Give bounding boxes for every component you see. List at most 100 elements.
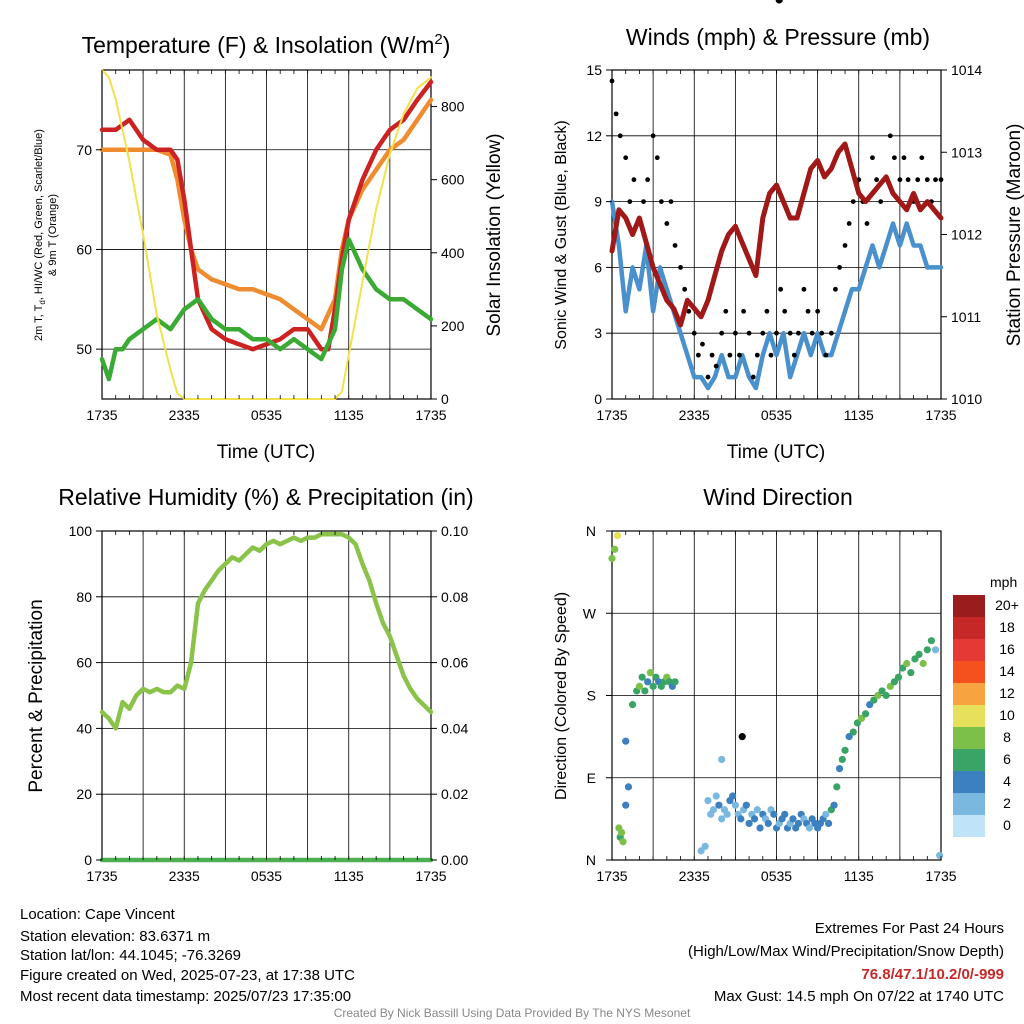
wdir-point bbox=[838, 755, 846, 764]
wdir-point bbox=[882, 691, 890, 700]
gust-point bbox=[924, 177, 930, 183]
legend-swatch bbox=[953, 595, 985, 617]
wdir-point bbox=[849, 728, 857, 736]
legend-label: 12 bbox=[999, 685, 1015, 701]
wdir-point bbox=[927, 637, 936, 645]
y2-tick-label: 800 bbox=[441, 99, 465, 115]
wdir-point bbox=[862, 710, 870, 718]
x-tick-label: 0535 bbox=[761, 868, 792, 884]
y-tick-label: 80 bbox=[76, 589, 92, 605]
gust-point bbox=[796, 330, 801, 336]
footer-location: Location: Cape Vincent bbox=[20, 906, 175, 923]
wdir-point bbox=[628, 701, 637, 709]
legend-swatch bbox=[953, 793, 985, 815]
wdir-point bbox=[886, 682, 894, 690]
gust-point bbox=[713, 363, 719, 369]
wdir-point bbox=[824, 819, 833, 828]
gust-point bbox=[705, 374, 711, 380]
wdir-point bbox=[718, 755, 726, 764]
gust-point bbox=[897, 177, 903, 183]
legend-label: 16 bbox=[999, 641, 1015, 657]
wdir-point bbox=[613, 531, 622, 540]
gust-point bbox=[741, 308, 746, 314]
gust-point bbox=[819, 330, 825, 336]
y-tick-label: 9 bbox=[594, 194, 602, 210]
temp-grid bbox=[102, 70, 431, 399]
y-tick-label: 20 bbox=[76, 786, 92, 802]
wdir-point bbox=[781, 810, 789, 818]
wdir-panel: Wind Direction 1735 2335 0535 1135 1735NESWN… bbox=[553, 0, 1019, 884]
gust-point bbox=[809, 330, 815, 336]
x-tick-label: 1735 bbox=[596, 407, 627, 423]
gust-point bbox=[874, 177, 879, 183]
wdir-point bbox=[775, 0, 783, 4]
gust-point bbox=[901, 155, 907, 161]
x-tick-label: 0535 bbox=[251, 868, 282, 884]
wdir-point bbox=[731, 801, 739, 809]
wind-xlabel: Time (UTC) bbox=[727, 442, 826, 463]
y-tick-label: 50 bbox=[76, 341, 92, 357]
wdir-point bbox=[649, 682, 657, 690]
y2-tick-label: 1014 bbox=[951, 62, 982, 78]
rh-title: Relative Humidity (%) & Precipitation (i… bbox=[58, 484, 473, 510]
legend-label: 2 bbox=[1003, 795, 1011, 811]
wdir-point bbox=[712, 792, 720, 800]
x-tick-label: 1735 bbox=[925, 868, 956, 884]
gust-point bbox=[623, 155, 629, 161]
wdir-point bbox=[833, 783, 841, 791]
gust-point bbox=[754, 352, 760, 358]
gust-point bbox=[695, 352, 701, 358]
wind-ylabel2: Station Pressure (Maroon) bbox=[1004, 124, 1024, 347]
legend-swatch bbox=[953, 683, 985, 705]
wdir-point bbox=[638, 673, 646, 681]
wdir-point bbox=[770, 810, 778, 818]
extremes-values: 76.8/47.1/10.2/0/-999 bbox=[861, 966, 1004, 983]
y-tick-label: W bbox=[583, 605, 597, 621]
wdir-point bbox=[646, 669, 654, 677]
y-tick-label: 70 bbox=[76, 142, 92, 158]
x-tick-label: 1735 bbox=[86, 868, 117, 884]
wdir-point bbox=[697, 847, 705, 855]
gust-point bbox=[737, 352, 742, 358]
wdir-point bbox=[622, 801, 630, 809]
wdir-point bbox=[704, 796, 712, 805]
gust-point bbox=[691, 330, 697, 336]
wind-line bbox=[609, 199, 944, 391]
gust-point bbox=[764, 308, 770, 314]
wdir-point bbox=[750, 815, 759, 823]
wdir-point bbox=[624, 783, 633, 791]
legend-swatch bbox=[953, 617, 985, 639]
wdir-point bbox=[723, 810, 731, 818]
x-tick-label: 1735 bbox=[596, 868, 627, 884]
x-tick-label: 2335 bbox=[169, 868, 200, 884]
y2-tick-label: 1011 bbox=[951, 309, 981, 325]
legend-label: 6 bbox=[1003, 751, 1011, 767]
gust-point bbox=[658, 199, 664, 205]
wdir-point bbox=[899, 664, 907, 672]
wind-panel: Winds (mph) & Pressure (mb) 1735 2335 0535… bbox=[553, 24, 1024, 463]
wind-ticks: 1735 2335 0535 1135 173503691215101010111012… bbox=[586, 62, 982, 423]
x-tick-label: 2335 bbox=[169, 407, 200, 423]
wdir-point bbox=[903, 659, 911, 668]
gust-point bbox=[823, 352, 829, 358]
y2-tick-label: 400 bbox=[441, 245, 465, 261]
footer-recent: Most recent data timestamp: 2025/07/23 1… bbox=[20, 988, 352, 1005]
gust-point bbox=[938, 177, 944, 183]
rh-panel: Relative Humidity (%) & Precipitation (i… bbox=[26, 484, 474, 884]
legend-swatch bbox=[953, 705, 985, 727]
footer-created: Figure created on Wed, 2025-07-23, at 17… bbox=[20, 967, 355, 984]
x-tick-label: 1735 bbox=[925, 407, 956, 423]
gust-point bbox=[864, 221, 870, 226]
t2m-line bbox=[99, 79, 434, 352]
gust-point bbox=[613, 111, 619, 117]
legend-label: 8 bbox=[1003, 729, 1011, 745]
gust-point bbox=[654, 155, 660, 161]
footer-latlon: Station lat/lon: 44.1045; -76.3269 bbox=[20, 947, 242, 964]
temp-ticks: 1735 2335 0535 1135 1735 50 60 70 0 200 400 600 800 bbox=[76, 70, 465, 423]
gust-point bbox=[732, 330, 738, 336]
y2-tick-label: 200 bbox=[441, 318, 465, 334]
gust-point bbox=[682, 286, 688, 292]
wdir-point bbox=[608, 554, 616, 563]
